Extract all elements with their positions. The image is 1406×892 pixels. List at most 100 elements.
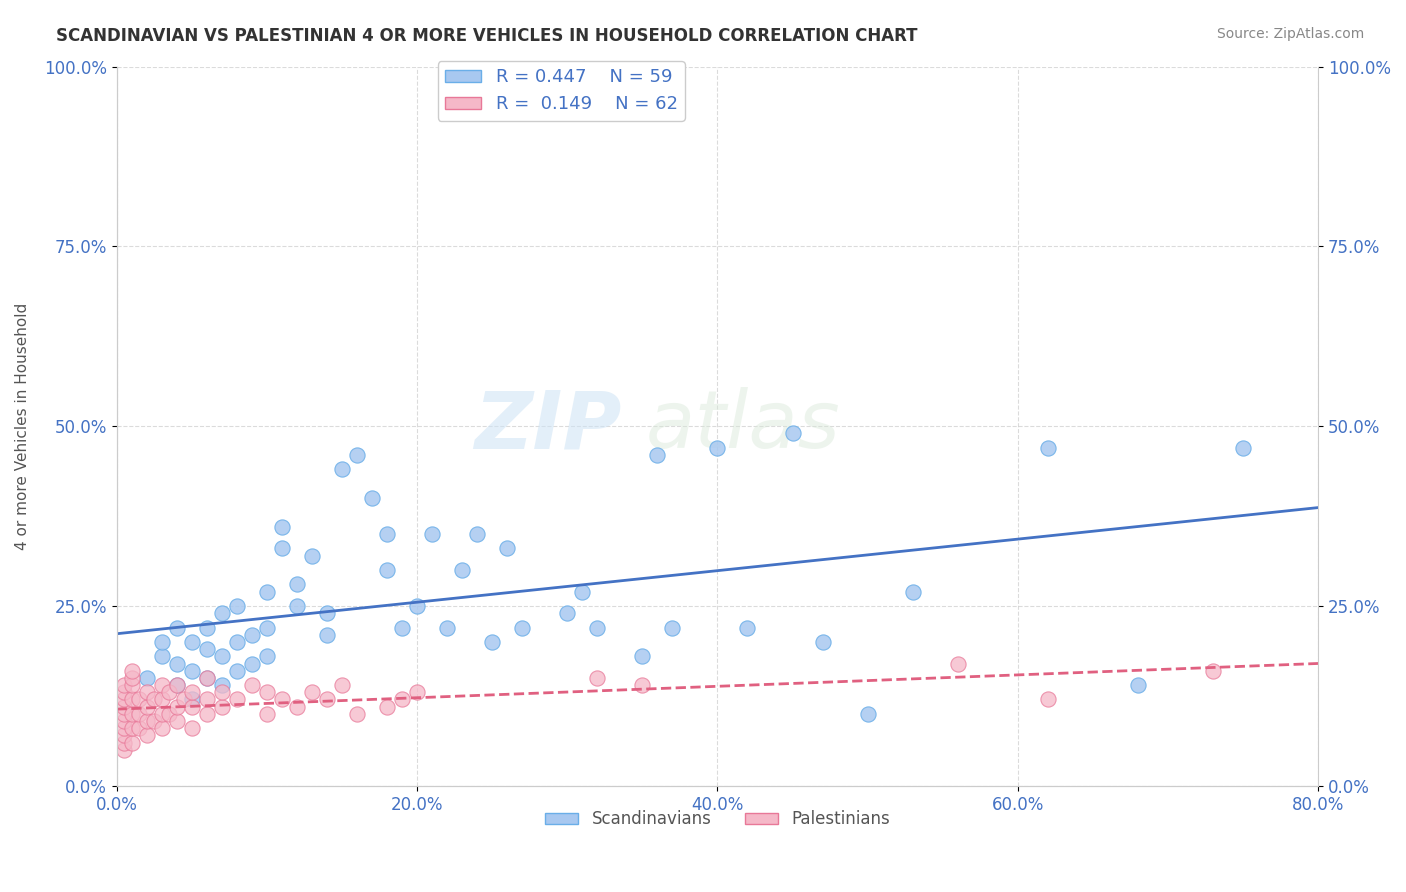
Point xyxy=(225,599,247,613)
Point xyxy=(112,692,135,706)
Point xyxy=(240,657,263,671)
Point xyxy=(346,706,368,721)
Point xyxy=(706,441,728,455)
Point xyxy=(180,685,202,699)
Point xyxy=(112,743,135,757)
Point xyxy=(135,714,157,728)
Point xyxy=(1232,441,1254,455)
Point xyxy=(330,678,353,692)
Point xyxy=(121,678,143,692)
Point xyxy=(166,699,188,714)
Point xyxy=(112,685,135,699)
Text: Source: ZipAtlas.com: Source: ZipAtlas.com xyxy=(1216,27,1364,41)
Point xyxy=(375,527,398,541)
Point xyxy=(166,714,188,728)
Text: atlas: atlas xyxy=(645,387,841,466)
Point xyxy=(150,721,173,735)
Point xyxy=(391,692,413,706)
Point xyxy=(256,706,278,721)
Point xyxy=(112,699,135,714)
Point xyxy=(330,462,353,476)
Point xyxy=(180,699,202,714)
Point xyxy=(285,577,308,591)
Point xyxy=(406,685,429,699)
Point xyxy=(571,584,593,599)
Point xyxy=(240,628,263,642)
Point xyxy=(256,621,278,635)
Point xyxy=(121,692,143,706)
Point xyxy=(211,606,233,620)
Point xyxy=(121,721,143,735)
Point xyxy=(301,549,323,563)
Point xyxy=(1202,664,1225,678)
Point xyxy=(143,714,166,728)
Point xyxy=(256,584,278,599)
Point xyxy=(375,563,398,577)
Point xyxy=(270,541,292,556)
Point xyxy=(112,714,135,728)
Point xyxy=(391,621,413,635)
Point xyxy=(150,706,173,721)
Point xyxy=(112,706,135,721)
Point xyxy=(195,671,218,685)
Point xyxy=(150,649,173,664)
Point xyxy=(112,721,135,735)
Point xyxy=(166,621,188,635)
Point xyxy=(240,678,263,692)
Point xyxy=(510,621,533,635)
Point xyxy=(135,685,157,699)
Point xyxy=(361,491,384,505)
Point xyxy=(586,621,609,635)
Point xyxy=(121,671,143,685)
Point xyxy=(143,692,166,706)
Point xyxy=(195,692,218,706)
Point xyxy=(121,736,143,750)
Point xyxy=(225,635,247,649)
Point xyxy=(465,527,488,541)
Point xyxy=(631,649,654,664)
Point xyxy=(166,678,188,692)
Point xyxy=(195,706,218,721)
Point xyxy=(375,699,398,714)
Point xyxy=(856,706,879,721)
Point xyxy=(631,678,654,692)
Point xyxy=(285,699,308,714)
Y-axis label: 4 or more Vehicles in Household: 4 or more Vehicles in Household xyxy=(15,302,30,549)
Point xyxy=(436,621,458,635)
Point xyxy=(135,699,157,714)
Point xyxy=(211,678,233,692)
Point xyxy=(661,621,683,635)
Point xyxy=(316,692,339,706)
Point xyxy=(112,736,135,750)
Point xyxy=(128,692,150,706)
Point xyxy=(180,692,202,706)
Point xyxy=(1036,441,1059,455)
Point xyxy=(166,657,188,671)
Point xyxy=(496,541,519,556)
Point xyxy=(121,664,143,678)
Point xyxy=(901,584,924,599)
Point xyxy=(225,692,247,706)
Point xyxy=(157,685,180,699)
Point xyxy=(586,671,609,685)
Text: SCANDINAVIAN VS PALESTINIAN 4 OR MORE VEHICLES IN HOUSEHOLD CORRELATION CHART: SCANDINAVIAN VS PALESTINIAN 4 OR MORE VE… xyxy=(56,27,918,45)
Point xyxy=(195,671,218,685)
Point xyxy=(112,678,135,692)
Point xyxy=(135,728,157,742)
Point xyxy=(270,520,292,534)
Point xyxy=(180,635,202,649)
Point xyxy=(285,599,308,613)
Point xyxy=(166,678,188,692)
Point xyxy=(946,657,969,671)
Legend: Scandinavians, Palestinians: Scandinavians, Palestinians xyxy=(538,804,897,835)
Point xyxy=(128,721,150,735)
Point xyxy=(112,728,135,742)
Point xyxy=(737,621,759,635)
Point xyxy=(451,563,474,577)
Point xyxy=(555,606,578,620)
Point xyxy=(225,664,247,678)
Point xyxy=(211,699,233,714)
Point xyxy=(1036,692,1059,706)
Point xyxy=(150,692,173,706)
Point xyxy=(316,606,339,620)
